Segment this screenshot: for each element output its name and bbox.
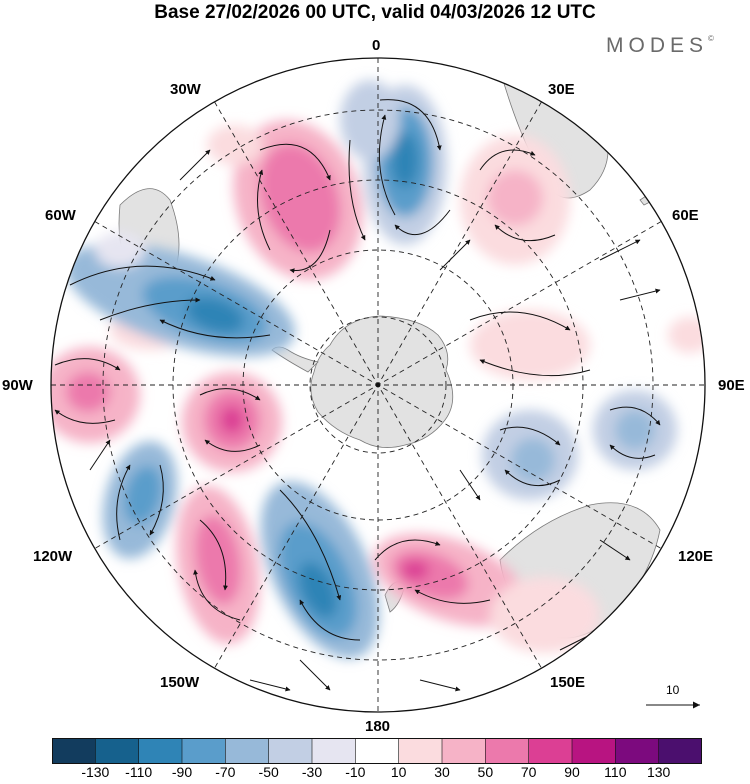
lon-label-150w: 150W <box>160 674 200 691</box>
colorbar-swatch <box>268 738 313 764</box>
streamlines <box>54 99 661 701</box>
lon-label-30e: 30E <box>548 81 575 98</box>
anomaly-high-60e <box>470 310 590 380</box>
colorbar-swatch <box>181 738 227 764</box>
colorbar-swatch <box>615 738 660 764</box>
colorbar-swatch <box>95 738 140 764</box>
lon-label-120w: 120W <box>33 548 73 565</box>
reference-vector-label: 10 <box>666 683 680 697</box>
colorbar-swatch <box>52 738 97 764</box>
colorbar-tick-label: 50 <box>477 764 494 780</box>
colorbar <box>52 738 702 764</box>
colorbar-tick-label: 30 <box>434 764 450 780</box>
reference-vector-arrow <box>646 701 700 709</box>
lon-label-180: 180 <box>365 718 391 735</box>
colorbar-swatch <box>571 738 617 764</box>
colorbar-tick-label: 90 <box>564 764 580 780</box>
colorbar-swatch <box>138 738 183 764</box>
colorbar-tick-label: -70 <box>215 764 236 780</box>
lon-label-150e: 150E <box>550 674 586 691</box>
colorbar-labels: -130 -110 -90 -70 -50 -30 -10 10 30 50 70 90 110 130 <box>0 764 750 784</box>
map-border <box>50 57 706 713</box>
colorbar-swatch <box>528 738 573 764</box>
lon-label-0: 0 <box>372 37 381 54</box>
colorbar-swatch <box>441 738 487 764</box>
colorbar-swatch <box>485 738 530 764</box>
lon-label-120e: 120E <box>678 548 714 565</box>
lon-label-30w: 30W <box>170 81 201 98</box>
anomaly-field <box>51 80 705 659</box>
colorbar-tick-label: 10 <box>390 764 407 780</box>
colorbar-swatch <box>225 738 270 764</box>
map-disc <box>51 58 705 712</box>
colorbar-tick-label: -50 <box>258 764 279 780</box>
map-title: Base 27/02/2026 00 UTC, valid 04/03/2026… <box>154 2 596 23</box>
colorbar-tick-label: -90 <box>171 764 193 780</box>
colorbar-swatch <box>311 738 357 764</box>
lon-label-60w: 60W <box>45 207 76 224</box>
colorbar-tick-label: 110 <box>604 764 627 780</box>
colorbar-swatch <box>398 738 443 764</box>
lon-label-90e: 90E <box>718 377 745 394</box>
lon-label-90w: 90W <box>2 377 33 394</box>
colorbar-swatch <box>658 738 702 764</box>
colorbar-tick-label: -30 <box>301 764 323 780</box>
colorbar-tick-label: 70 <box>520 764 537 780</box>
colorbar-tick-label: -10 <box>345 764 366 780</box>
colorbar-tick-label: -130 <box>81 764 110 780</box>
modes-logo: MODES© <box>606 34 714 57</box>
colorbar-swatch <box>355 738 400 764</box>
lon-label-60e: 60E <box>672 207 699 224</box>
colorbar-tick-label: 130 <box>646 764 671 780</box>
colorbar-tick-label: -110 <box>125 764 153 780</box>
